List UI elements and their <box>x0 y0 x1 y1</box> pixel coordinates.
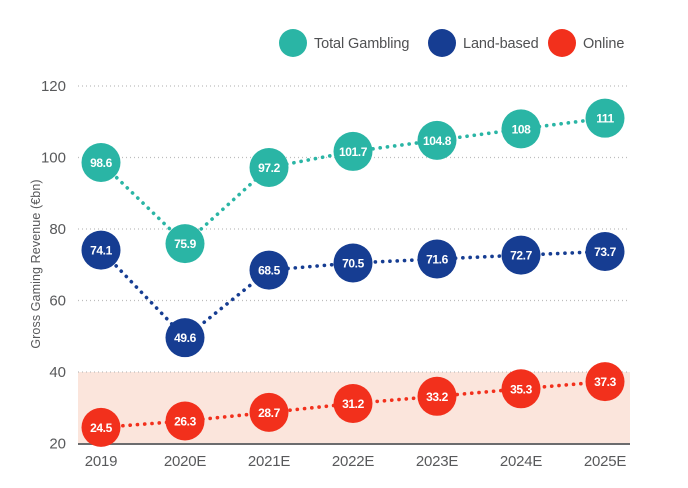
data-point-label: 98.6 <box>90 156 112 170</box>
x-tick-label: 2020E <box>164 453 207 470</box>
data-point-online-2019 <box>81 407 121 447</box>
data-point-label: 70.5 <box>342 256 364 270</box>
data-point-land-based-2025E <box>585 232 625 272</box>
data-point-label: 74.1 <box>90 244 112 258</box>
data-point-label: 24.5 <box>90 421 112 435</box>
y-tick-label: 120 <box>41 78 66 95</box>
data-point-label: 49.6 <box>174 331 196 345</box>
x-tick-label: 2025E <box>584 453 627 470</box>
data-point-label: 108 <box>512 122 532 136</box>
data-point-label: 75.9 <box>174 237 196 251</box>
data-point-land-based-2019 <box>81 230 121 270</box>
data-point-land-based-2020E <box>165 318 205 358</box>
data-point-total-gambling-2025E <box>585 98 625 138</box>
y-tick-label: 60 <box>49 293 66 310</box>
data-point-label: 101.7 <box>339 145 368 159</box>
data-point-total-gambling-2020E <box>165 224 205 264</box>
y-tick-label: 40 <box>49 364 66 381</box>
legend-swatch-total-gambling <box>279 29 307 57</box>
data-point-label: 68.5 <box>258 264 280 278</box>
y-tick-label: 80 <box>49 221 66 238</box>
data-point-label: 73.7 <box>594 245 616 259</box>
data-point-total-gambling-2021E <box>249 148 289 188</box>
data-point-online-2023E <box>417 376 457 416</box>
data-point-label: 71.6 <box>426 253 448 267</box>
data-point-online-2025E <box>585 362 625 402</box>
data-point-label: 104.8 <box>423 134 452 148</box>
data-point-label: 111 <box>596 112 614 126</box>
data-point-online-2022E <box>333 383 373 423</box>
data-point-total-gambling-2024E <box>501 109 541 149</box>
data-point-land-based-2022E <box>333 243 373 283</box>
data-point-total-gambling-2019 <box>81 143 121 183</box>
data-point-land-based-2023E <box>417 239 457 279</box>
data-point-land-based-2021E <box>249 250 289 290</box>
legend-label-land-based: Land-based <box>463 36 539 52</box>
x-tick-label: 2021E <box>248 453 291 470</box>
data-point-label: 26.3 <box>174 414 196 428</box>
x-tick-label: 2019 <box>85 453 118 470</box>
data-point-label: 35.3 <box>510 382 532 396</box>
data-point-total-gambling-2023E <box>417 120 457 160</box>
legend-swatch-land-based <box>428 29 456 57</box>
legend-label-online: Online <box>583 36 624 52</box>
y-tick-label: 100 <box>41 150 66 167</box>
data-point-online-2024E <box>501 369 541 409</box>
data-point-total-gambling-2022E <box>333 131 373 171</box>
legend-label-total-gambling: Total Gambling <box>314 36 409 52</box>
data-point-label: 28.7 <box>258 406 280 420</box>
y-tick-label: 20 <box>49 436 66 453</box>
data-point-label: 72.7 <box>510 249 532 263</box>
data-point-land-based-2024E <box>501 235 541 275</box>
data-point-label: 97.2 <box>258 161 280 175</box>
x-tick-label: 2022E <box>332 453 375 470</box>
x-tick-label: 2024E <box>500 453 543 470</box>
data-point-online-2021E <box>249 392 289 432</box>
data-point-online-2020E <box>165 401 205 441</box>
data-point-label: 31.2 <box>342 397 364 411</box>
x-tick-label: 2023E <box>416 453 459 470</box>
data-point-label: 37.3 <box>594 375 616 389</box>
legend-swatch-online <box>548 29 576 57</box>
data-point-label: 33.2 <box>426 390 448 404</box>
